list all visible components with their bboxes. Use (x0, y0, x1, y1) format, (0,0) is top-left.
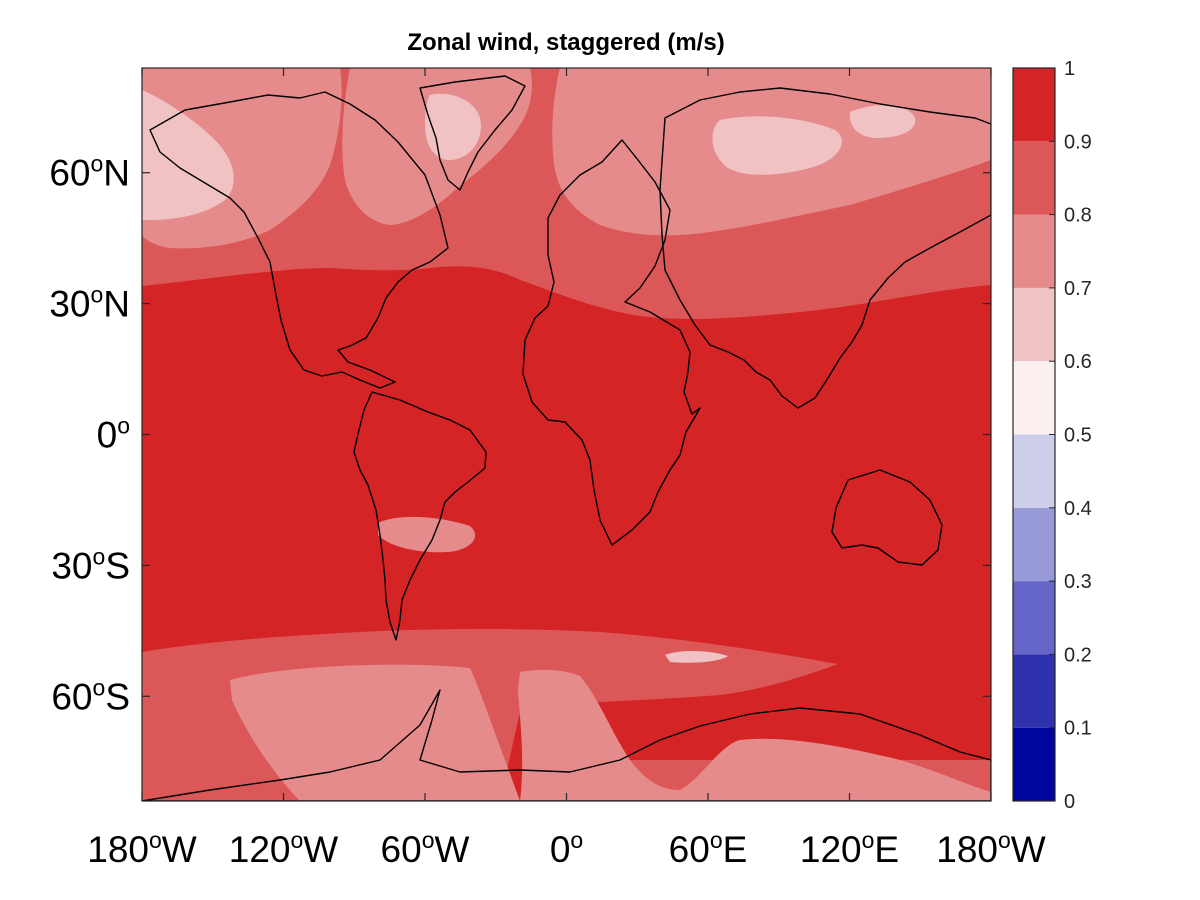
lon-tick-label-number: 60 (381, 829, 422, 870)
colorbar-tick-label: 0.3 (1064, 571, 1092, 593)
lon-tick-label-degree: o (149, 827, 162, 853)
coastline-greenland (419, 75, 526, 191)
lat-tick-label-number: 30 (49, 284, 90, 325)
contour-band-north-0.6-east (849, 105, 916, 138)
lon-tick-label: 60oW (381, 827, 470, 870)
contour-band-north-0.6-greenland (425, 93, 481, 161)
colorbar-segment (1013, 434, 1055, 508)
coastline-asia (659, 87, 991, 409)
colorbar-tick-label: 0.9 (1064, 131, 1092, 153)
contour-bands (142, 68, 991, 801)
colorbar: 0 0.1 0.2 0.3 0.4 0.5 0.6 0.7 0.8 0.9 1 (1012, 58, 1092, 813)
lon-tick-label-number: 120 (229, 829, 291, 870)
colorbar-tick-label: 0.4 (1064, 498, 1092, 520)
lat-tick-label-number: 0 (97, 415, 118, 456)
lat-tick-label-degree: o (93, 674, 106, 700)
coastline-north-america (149, 91, 449, 389)
colorbar-segment (1013, 361, 1055, 435)
lon-tick-label-number: 180 (87, 829, 149, 870)
lat-tick-label: 30oS (51, 543, 130, 586)
coastlines (142, 75, 991, 801)
map-panel (142, 68, 991, 801)
colorbar-segment (1013, 68, 1055, 142)
colorbar-segment (1013, 581, 1055, 655)
lon-tick-label: 60oE (669, 827, 748, 870)
contour-band-south-0.7-center (518, 669, 991, 801)
colorbar-segment (1013, 287, 1055, 362)
lat-tick-label-number: 30 (51, 545, 92, 586)
coastline-europe-africa (522, 139, 701, 546)
colorbar-segment (1013, 654, 1055, 728)
contour-band-north-0.6-west (142, 90, 234, 220)
longitude-axis: 180oW 120oW 60oW 0o 60oE 120oE 180oW (87, 68, 1046, 870)
lat-tick-label-degree: o (90, 151, 103, 177)
lat-tick-label-hemisphere: N (103, 153, 130, 194)
colorbar-tick-label: 0.2 (1064, 644, 1092, 666)
lat-tick-label-hemisphere: N (103, 284, 130, 325)
colorbar-segment (1013, 507, 1055, 582)
lon-tick-label-number: 0 (550, 829, 571, 870)
lat-tick-label: 60oS (51, 674, 130, 717)
contour-band-south-0.6 (665, 650, 728, 663)
lon-tick-label-hemisphere: W (162, 829, 197, 870)
lon-tick-label-degree: o (998, 827, 1011, 853)
lon-tick-label-degree: o (570, 827, 583, 853)
colorbar-segment (1013, 141, 1055, 215)
coastline-antarctica (142, 689, 991, 801)
lon-tick-label-number: 120 (800, 829, 862, 870)
colorbar-tick-label: 0.5 (1064, 425, 1092, 447)
lat-tick-label-hemisphere: S (105, 676, 130, 717)
lon-tick-label-degree: o (710, 827, 723, 853)
lon-tick-label-hemisphere: W (1011, 829, 1046, 870)
lon-tick-label-number: 180 (936, 829, 998, 870)
lon-tick-label-hemisphere: E (723, 829, 748, 870)
lat-tick-label-degree: o (117, 413, 130, 439)
contour-band-south-0.7 (230, 664, 520, 801)
lat-tick-label: 30oN (49, 282, 130, 325)
contour-band-south-atlantic-0.8 (378, 516, 476, 553)
figure-title: Zonal wind, staggered (m/s) (407, 29, 724, 56)
colorbar-tick-label: 0.1 (1064, 718, 1092, 740)
colorbar-tick-label: 0.7 (1064, 278, 1092, 300)
lon-tick-label: 120oE (800, 827, 899, 870)
lon-tick-label-number: 60 (669, 829, 710, 870)
colorbar-tick-label: 0.8 (1064, 205, 1092, 227)
lat-tick-label-hemisphere: S (105, 545, 130, 586)
lon-tick-label-hemisphere: E (874, 829, 899, 870)
coastline-australia (831, 469, 943, 566)
lon-tick-label-degree: o (422, 827, 435, 853)
lon-tick-label-hemisphere: W (435, 829, 470, 870)
colorbar-segment (1013, 727, 1055, 801)
lon-tick-label-degree: o (862, 827, 875, 853)
lat-tick-label: 60oN (49, 151, 130, 194)
lat-tick-label: 0o (97, 413, 130, 456)
lon-tick-label-hemisphere: W (303, 829, 338, 870)
lat-tick-label-number: 60 (51, 676, 92, 717)
lon-tick-label: 180oW (936, 827, 1046, 870)
lon-tick-label-degree: o (291, 827, 304, 853)
colorbar-tick-label: 0 (1064, 791, 1075, 813)
lat-tick-label-degree: o (93, 543, 106, 569)
lon-tick-label: 120oW (229, 827, 339, 870)
lon-tick-label: 180oW (87, 827, 197, 870)
colorbar-tick-label: 0.6 (1064, 351, 1092, 373)
coastline-south-america (353, 391, 487, 641)
lat-tick-label-number: 60 (49, 153, 90, 194)
lat-tick-label-degree: o (90, 282, 103, 308)
colorbar-tick-label: 1 (1064, 58, 1075, 80)
lon-tick-label: 0o (550, 827, 583, 870)
contour-band-north-0.6-siberia (712, 116, 842, 175)
colorbar-segment (1013, 214, 1055, 288)
